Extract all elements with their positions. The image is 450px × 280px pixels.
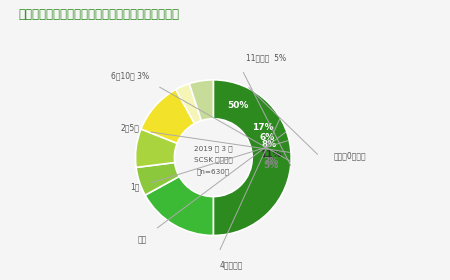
- Text: 8%: 8%: [262, 140, 277, 149]
- Text: 業務効率化の検討に費やせる時間（１カ月あたり）: 業務効率化の検討に費やせる時間（１カ月あたり）: [18, 8, 179, 21]
- Wedge shape: [176, 84, 201, 123]
- Text: 11%: 11%: [260, 150, 282, 159]
- Text: 5%: 5%: [263, 161, 278, 170]
- Text: 6%: 6%: [260, 134, 275, 143]
- Text: 50%: 50%: [227, 101, 248, 110]
- Wedge shape: [213, 80, 291, 235]
- Text: 半日: 半日: [138, 235, 147, 244]
- Wedge shape: [136, 162, 179, 195]
- Wedge shape: [189, 80, 213, 121]
- Text: 6～10日 3%: 6～10日 3%: [112, 71, 149, 80]
- Wedge shape: [145, 176, 213, 235]
- Text: SCSK 調査結果: SCSK 調査結果: [194, 157, 233, 163]
- Text: 17%: 17%: [252, 123, 273, 132]
- Wedge shape: [141, 89, 194, 143]
- Text: ない（0時間）: ない（0時間）: [334, 151, 367, 161]
- Text: 4時間以内: 4時間以内: [220, 261, 243, 270]
- Text: （n=630）: （n=630）: [197, 168, 230, 175]
- Wedge shape: [135, 129, 177, 167]
- Text: 2019 年 3 月: 2019 年 3 月: [194, 145, 233, 151]
- Text: 3%: 3%: [263, 157, 279, 166]
- Text: 2～5日: 2～5日: [121, 123, 140, 132]
- Text: 1日: 1日: [130, 183, 140, 192]
- Text: 11日以上  5%: 11日以上 5%: [246, 53, 286, 62]
